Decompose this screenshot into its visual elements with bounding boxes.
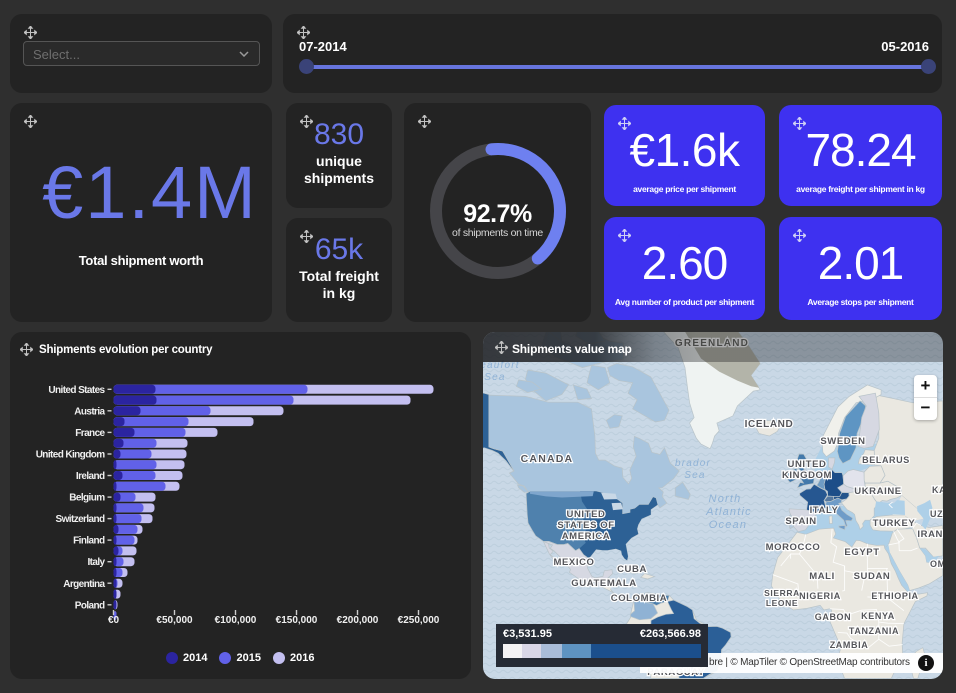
svg-text:brador: brador (675, 458, 711, 469)
svg-text:Austria: Austria (74, 406, 105, 417)
svg-text:SWEDEN: SWEDEN (820, 436, 865, 447)
svg-text:GUATEMALA: GUATEMALA (571, 578, 636, 589)
svg-text:Ireland: Ireland (76, 471, 105, 482)
svg-text:KAZ: KAZ (932, 485, 943, 495)
svg-text:ICELAND: ICELAND (745, 419, 794, 430)
svg-text:UNITED: UNITED (567, 509, 606, 520)
svg-text:IRAN: IRAN (917, 529, 943, 540)
svg-text:CUBA: CUBA (617, 564, 647, 575)
svg-text:€0: €0 (108, 615, 120, 626)
svg-text:Sea: Sea (484, 372, 505, 383)
svg-text:LEONE: LEONE (766, 598, 798, 608)
svg-text:KINGDOM: KINGDOM (782, 470, 832, 481)
svg-text:SPAIN: SPAIN (785, 516, 816, 527)
svg-text:Sea: Sea (684, 470, 705, 481)
svg-text:NIGERIA: NIGERIA (799, 591, 841, 601)
svg-text:Argentina: Argentina (63, 579, 105, 590)
svg-text:CANADA: CANADA (521, 453, 574, 465)
svg-text:Poland: Poland (75, 600, 105, 611)
svg-text:ETHIOPIA: ETHIOPIA (871, 591, 918, 601)
svg-text:Ocean: Ocean (709, 519, 747, 531)
svg-text:eaufort: eaufort (483, 360, 520, 371)
svg-text:France: France (75, 428, 105, 439)
svg-text:COLOMBIA: COLOMBIA (611, 593, 668, 604)
svg-text:GABON: GABON (815, 612, 852, 622)
svg-text:Belgium: Belgium (69, 493, 105, 504)
svg-text:UZBE: UZBE (930, 509, 943, 519)
svg-text:MEXICO: MEXICO (553, 557, 594, 568)
svg-text:OMAN: OMAN (930, 559, 943, 569)
svg-text:United Kingdom: United Kingdom (36, 450, 106, 461)
svg-text:TURKEY: TURKEY (873, 518, 916, 529)
svg-text:€250,000: €250,000 (398, 615, 440, 626)
svg-text:Switzerland: Switzerland (56, 514, 105, 525)
svg-text:UKRAINE: UKRAINE (854, 486, 901, 497)
svg-text:SIERRA: SIERRA (764, 588, 800, 598)
svg-text:Finland: Finland (73, 536, 105, 547)
svg-text:€200,000: €200,000 (337, 615, 379, 626)
svg-text:STATES OF: STATES OF (557, 520, 614, 531)
svg-text:€150,000: €150,000 (276, 615, 318, 626)
svg-text:BELARUS: BELARUS (862, 455, 910, 465)
svg-text:ZAMBIA: ZAMBIA (830, 640, 869, 650)
svg-text:TANZANIA: TANZANIA (849, 626, 899, 636)
svg-text:MOROCCO: MOROCCO (766, 542, 821, 553)
svg-text:AMERICA: AMERICA (562, 531, 611, 542)
svg-text:United States: United States (48, 385, 105, 396)
svg-text:EGYPT: EGYPT (844, 547, 879, 558)
svg-text:MALI: MALI (809, 571, 835, 582)
svg-text:UNITED: UNITED (788, 459, 827, 470)
svg-text:North: North (709, 493, 742, 505)
svg-text:Atlantic: Atlantic (705, 506, 752, 518)
svg-text:€50,000: €50,000 (156, 615, 193, 626)
svg-text:€100,000: €100,000 (215, 615, 257, 626)
svg-text:SUDAN: SUDAN (854, 571, 891, 582)
svg-text:KENYA: KENYA (861, 611, 895, 621)
svg-text:ITALY: ITALY (810, 505, 839, 516)
svg-text:Italy: Italy (87, 557, 105, 568)
